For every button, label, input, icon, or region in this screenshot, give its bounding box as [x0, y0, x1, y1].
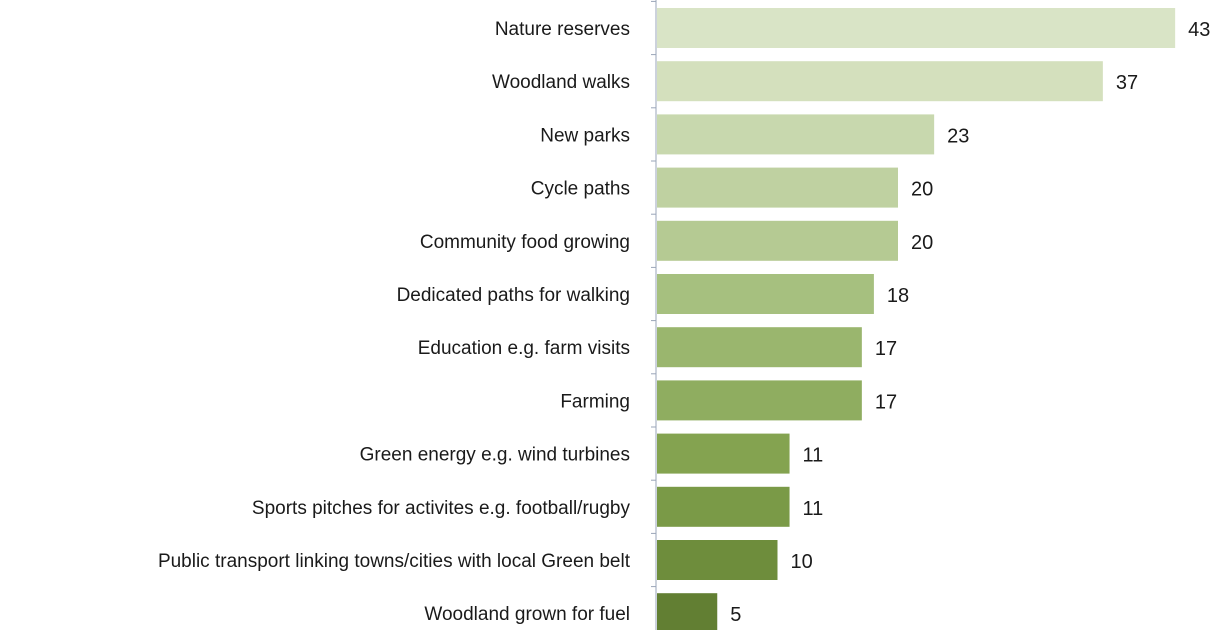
category-label: Sports pitches for activites e.g. footba… [252, 498, 631, 519]
category-label: Education e.g. farm visits [418, 338, 630, 359]
bar [657, 220, 898, 261]
bars-layer [657, 8, 1176, 630]
category-label: Woodland grown for fuel [424, 604, 630, 625]
value-label: 20 [911, 232, 933, 254]
value-label: 11 [803, 445, 824, 467]
category-label: Public transport linking towns/cities wi… [158, 551, 631, 572]
category-label: Cycle paths [531, 179, 630, 200]
y-axis-layer [651, 0, 657, 630]
bar [657, 61, 1103, 102]
value-label: 17 [875, 391, 897, 413]
category-label: Nature reserves [495, 19, 630, 40]
bar [657, 167, 898, 208]
category-label: Community food growing [420, 232, 630, 253]
value-label: 43 [1188, 19, 1210, 41]
value-label: 37 [1116, 72, 1138, 94]
bar [657, 327, 862, 368]
category-label: Green energy e.g. wind turbines [360, 445, 630, 466]
category-label: New parks [540, 125, 630, 146]
bar [657, 380, 862, 421]
category-label: Woodland walks [492, 72, 630, 93]
bar [657, 433, 790, 474]
bar [657, 8, 1176, 48]
value-label: 23 [947, 125, 969, 147]
value-label: 11 [803, 498, 824, 520]
bar [657, 114, 935, 155]
bar [657, 593, 718, 630]
value-labels-layer: 43 37 23 20 20 18 17 17 11 11 10 5 [730, 19, 1210, 626]
value-label: 18 [887, 285, 909, 307]
bar [657, 274, 874, 314]
value-label: 17 [875, 338, 897, 360]
bar [657, 486, 790, 527]
category-labels-layer: Nature reserves Woodland walks New parks Cy… [158, 19, 631, 625]
value-label: 5 [730, 604, 741, 626]
category-label: Farming [560, 391, 630, 412]
category-label: Dedicated paths for walking [397, 285, 630, 306]
bar [657, 540, 778, 580]
value-label: 20 [911, 179, 933, 201]
value-label: 10 [791, 551, 813, 573]
